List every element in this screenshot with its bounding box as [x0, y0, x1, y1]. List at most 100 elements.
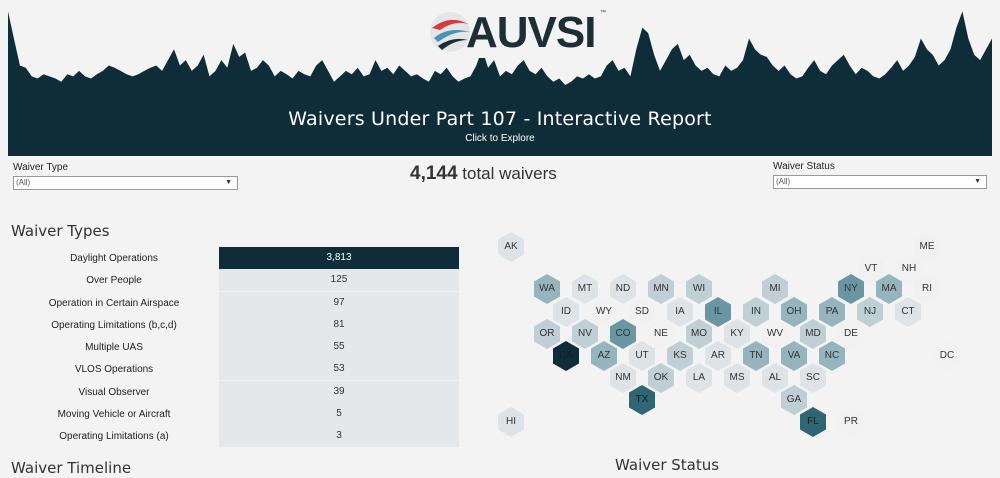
- table-row[interactable]: Operation in Certain Airspace 97: [10, 291, 459, 314]
- state-tile-mt[interactable]: MT: [572, 274, 598, 304]
- state-tile-id[interactable]: ID: [553, 297, 579, 327]
- auvsi-logo: AUVSI ™: [428, 6, 618, 58]
- waiver-type-label: Visual Observer: [78, 386, 150, 398]
- waiver-type-count: 39: [219, 380, 459, 403]
- state-tile-ga[interactable]: GA: [781, 385, 807, 415]
- state-tile-dc[interactable]: DC: [934, 341, 960, 371]
- waiver-type-count: 5: [219, 403, 459, 426]
- state-tile-oh[interactable]: OH: [781, 297, 807, 327]
- table-row[interactable]: Daylight Operations 3,813: [10, 247, 459, 269]
- state-tile-wa[interactable]: WA: [534, 274, 560, 304]
- state-tile-ks[interactable]: KS: [667, 341, 693, 371]
- state-tile-nd[interactable]: ND: [610, 274, 636, 304]
- waiver-status-select[interactable]: (All) ▼: [773, 175, 987, 189]
- state-hex-map: AK ME VT NH WA MT ND MN WI MI NY MA RI ID WY SD IA IL IN OH…: [480, 222, 1000, 442]
- waiver-type-select-value: (All): [16, 178, 31, 187]
- state-tile-de[interactable]: DE: [838, 319, 864, 349]
- waiver-timeline-heading: Waiver Timeline: [11, 459, 132, 477]
- state-tile-nc[interactable]: NC: [819, 341, 845, 371]
- waiver-type-count: 55: [219, 336, 459, 359]
- state-tile-ny[interactable]: NY: [838, 274, 864, 304]
- state-tile-la[interactable]: LA: [686, 363, 712, 393]
- table-row[interactable]: Operating Limitations (b,c,d) 81: [10, 313, 459, 336]
- state-tile-or[interactable]: OR: [534, 319, 560, 349]
- table-row[interactable]: Moving Vehicle or Aircraft 5: [10, 403, 459, 426]
- state-tile-il[interactable]: IL: [705, 297, 731, 327]
- sparkline-area: [8, 11, 992, 98]
- state-tile-ok[interactable]: OK: [648, 363, 674, 393]
- waiver-type-count: 125: [219, 269, 459, 292]
- state-tile-wi[interactable]: WI: [686, 274, 712, 304]
- waiver-type-count: 3: [219, 425, 459, 448]
- waiver-type-label: Operating Limitations (b,c,d): [51, 319, 177, 331]
- waiver-type-count: 81: [219, 313, 459, 336]
- table-row[interactable]: Multiple UAS 55: [10, 336, 459, 359]
- total-suffix: total waivers: [462, 164, 557, 183]
- header: AUVSI ™ Waivers Under Part 107 - Interac…: [8, 0, 992, 156]
- waiver-type-label: Daylight Operations: [70, 253, 158, 264]
- logo-trademark: ™: [600, 10, 606, 16]
- table-row[interactable]: Visual Observer 39: [10, 380, 459, 403]
- total-count: 4,144: [410, 163, 458, 184]
- logo-text: AUVSI: [466, 8, 596, 57]
- waiver-status-select-value: (All): [776, 177, 791, 186]
- state-tile-ca[interactable]: CA: [553, 341, 579, 371]
- state-tile-nj[interactable]: NJ: [857, 297, 883, 327]
- state-tile-wy[interactable]: WY: [591, 297, 617, 327]
- waiver-status-filter-label: Waiver Status: [773, 161, 835, 172]
- state-tile-nv[interactable]: NV: [572, 319, 598, 349]
- waiver-type-label: Operation in Certain Airspace: [48, 297, 180, 309]
- waiver-type-select[interactable]: (All) ▼: [13, 176, 238, 190]
- state-tile-va[interactable]: VA: [781, 341, 807, 371]
- state-tile-az[interactable]: AZ: [591, 341, 617, 371]
- state-tile-sd[interactable]: SD: [629, 297, 655, 327]
- waiver-type-filter-label: Waiver Type: [13, 162, 69, 173]
- report-subtitle: Click to Explore: [465, 133, 535, 144]
- waiver-type-label: VLOS Operations: [74, 364, 154, 376]
- table-row[interactable]: VLOS Operations 53: [10, 358, 459, 381]
- state-tile-ms[interactable]: MS: [724, 363, 750, 393]
- report-title: Waivers Under Part 107 - Interactive Rep…: [288, 108, 712, 130]
- waiver-sparkline: [8, 11, 992, 98]
- logo-swirl-icon: [430, 12, 470, 52]
- state-tile-al[interactable]: AL: [762, 363, 788, 393]
- state-tile-co[interactable]: CO: [610, 319, 636, 349]
- waiver-status-heading: Waiver Status: [615, 456, 720, 474]
- waiver-type-count: 3,813: [219, 247, 459, 269]
- report-banner[interactable]: Waivers Under Part 107 - Interactive Rep…: [8, 97, 992, 156]
- state-tile-ak[interactable]: AK: [498, 232, 524, 262]
- state-tile-mn[interactable]: MN: [648, 274, 674, 304]
- waiver-type-label: Multiple UAS: [85, 342, 143, 354]
- dropdown-arrow-icon: ▼: [225, 179, 232, 186]
- state-tile-ia[interactable]: IA: [667, 297, 693, 327]
- waiver-type-label: Over People: [86, 275, 142, 287]
- state-tile-tx[interactable]: TX: [629, 385, 655, 415]
- table-row[interactable]: Over People 125: [10, 269, 459, 292]
- dropdown-arrow-icon: ▼: [974, 178, 981, 185]
- waiver-type-label: Moving Vehicle or Aircraft: [57, 409, 171, 421]
- state-tile-pr[interactable]: PR: [838, 407, 864, 437]
- state-tile-mi[interactable]: MI: [762, 274, 788, 304]
- table-row[interactable]: Operating Limitations (a) 3: [10, 425, 459, 448]
- total-waivers: 4,144 total waivers: [410, 163, 557, 185]
- state-tile-nm[interactable]: NM: [610, 363, 636, 393]
- waiver-types-table: Daylight Operations 3,813 Over People 125 Op…: [10, 247, 459, 448]
- waiver-types-heading: Waiver Types: [11, 222, 110, 240]
- state-tile-ky[interactable]: KY: [724, 319, 750, 349]
- waiver-type-count: 53: [219, 358, 459, 381]
- state-tile-ne[interactable]: NE: [648, 319, 674, 349]
- state-tile-me[interactable]: ME: [914, 232, 940, 262]
- state-tile-hi[interactable]: HI: [498, 407, 524, 437]
- state-tile-ar[interactable]: AR: [705, 341, 731, 371]
- state-tile-mo[interactable]: MO: [686, 319, 712, 349]
- state-tile-sc[interactable]: SC: [800, 363, 826, 393]
- waiver-type-count: 97: [219, 291, 459, 314]
- state-tile-ut[interactable]: UT: [629, 341, 655, 371]
- state-tile-ct[interactable]: CT: [895, 297, 921, 327]
- state-tile-wv[interactable]: WV: [762, 319, 788, 349]
- state-tile-in[interactable]: IN: [743, 297, 769, 327]
- state-tile-md[interactable]: MD: [800, 319, 826, 349]
- state-tile-fl[interactable]: FL: [800, 407, 826, 437]
- state-tile-pa[interactable]: PA: [819, 297, 845, 327]
- state-tile-tn[interactable]: TN: [743, 341, 769, 371]
